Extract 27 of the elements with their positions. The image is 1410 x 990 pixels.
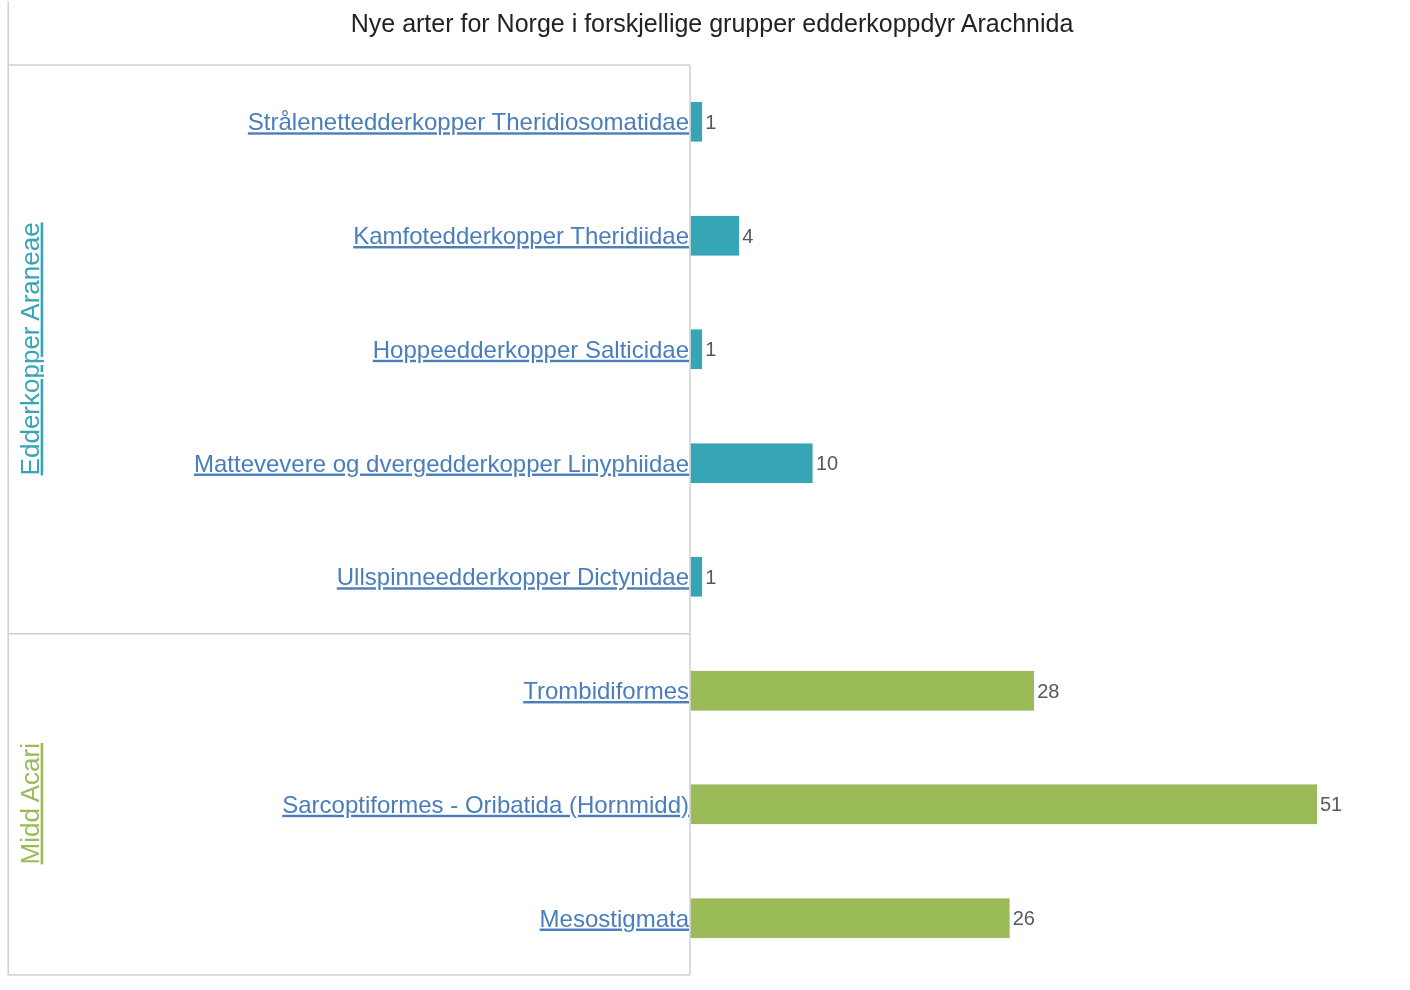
data-label: 4 <box>742 224 754 247</box>
data-label: 1 <box>705 338 717 361</box>
data-label: 1 <box>705 110 717 133</box>
bar <box>690 329 703 370</box>
text: Edderkopper Araneae <box>14 222 45 476</box>
data-label: 28 <box>1037 679 1060 702</box>
bar <box>690 215 740 256</box>
bar <box>690 670 1035 711</box>
y-tick-label: Mesostigmata <box>539 904 690 932</box>
bar <box>690 556 703 598</box>
y-tick-label: Sarcoptiformes - Oribatida (Hornmidd) <box>282 790 689 818</box>
y-tick-label: Hoppeedderkopper Salticidae <box>372 335 689 363</box>
y-tick-label: Strålenettedderkopper Theridiosomatidae <box>247 108 689 136</box>
y-tick-label: Kamfotedderkopper Theridiidae <box>353 222 689 250</box>
y-tick-label: Mattevevere og dvergedderkopper Linyphiidae <box>194 449 689 477</box>
bar <box>690 101 703 143</box>
data-label: 10 <box>815 452 839 475</box>
text: Midd Acari <box>14 742 45 865</box>
bar <box>690 784 1318 825</box>
y-tick-label: Ullspinneedderkopper Dictynidae <box>336 563 689 591</box>
data-label: 26 <box>1012 907 1035 930</box>
data-label: 51 <box>1320 793 1343 816</box>
chart-title: Nye arter for Norge i forskjellige grupper edderkoppdyr Arachnida <box>350 9 1074 38</box>
bar <box>690 897 1010 939</box>
y-tick-label: Trombidiformes <box>523 677 689 705</box>
bar <box>690 442 814 484</box>
data-label: 1 <box>705 565 717 588</box>
